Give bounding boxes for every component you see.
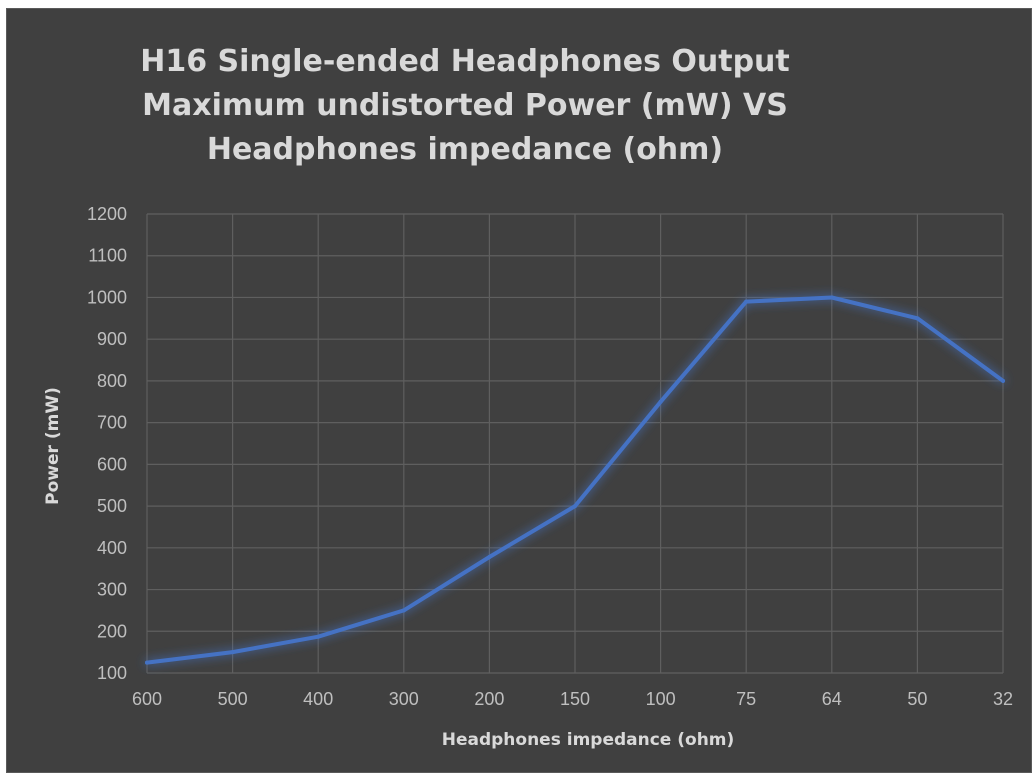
y-axis-title: Power (mW) xyxy=(43,387,63,505)
data-point xyxy=(915,316,920,321)
x-tick-label: 600 xyxy=(132,689,162,709)
chart-title-line-2: Maximum undistorted Power (mW) VS xyxy=(142,88,788,123)
y-tick-label: 700 xyxy=(97,413,127,433)
x-tick-label: 200 xyxy=(474,689,504,709)
y-tick-label: 1200 xyxy=(87,204,127,224)
y-tick-label: 900 xyxy=(97,329,127,349)
data-point xyxy=(744,299,749,304)
y-tick-label: 800 xyxy=(97,371,127,391)
series-layer xyxy=(145,295,1005,665)
y-tick-label: 600 xyxy=(97,454,127,474)
y-tick-label: 300 xyxy=(97,580,127,600)
chart-title-line-1: H16 Single-ended Headphones Output xyxy=(140,44,790,79)
x-tick-label: 500 xyxy=(218,689,248,709)
chart-title-line-3: Headphones impedance (ohm) xyxy=(206,132,724,167)
x-tick-label: 100 xyxy=(646,689,676,709)
y-tick-label: 400 xyxy=(97,538,127,558)
x-tick-label: 400 xyxy=(303,689,333,709)
chart-title: H16 Single-ended Headphones Output Maxim… xyxy=(0,40,930,172)
data-point xyxy=(829,295,834,300)
data-point xyxy=(401,608,406,613)
y-tick-label: 500 xyxy=(97,496,127,516)
data-point xyxy=(573,504,577,509)
x-tick-label: 300 xyxy=(389,689,419,709)
x-tick-label: 32 xyxy=(993,689,1013,709)
y-tick-label: 200 xyxy=(97,621,127,641)
y-tick-label: 100 xyxy=(97,663,127,683)
x-tick-label: 64 xyxy=(822,689,842,709)
y-tick-label: 1000 xyxy=(87,287,127,307)
data-point xyxy=(230,650,235,655)
data-point xyxy=(658,399,663,404)
gridlines xyxy=(146,213,1004,674)
data-point xyxy=(487,554,492,559)
data-point xyxy=(316,634,321,639)
data-point xyxy=(145,660,149,665)
axis-ticks: 100 200 300 400 500 600 700 800 900 1000 1100 1200 6… xyxy=(87,204,1013,709)
x-tick-label: 75 xyxy=(736,689,756,709)
x-axis-title: Headphones impedance (ohm) xyxy=(442,730,735,750)
data-point xyxy=(1001,378,1005,383)
y-tick-label: 1100 xyxy=(88,246,127,266)
x-tick-label: 50 xyxy=(907,689,927,709)
chart-area xyxy=(6,8,1032,773)
x-tick-label: 150 xyxy=(560,689,590,709)
